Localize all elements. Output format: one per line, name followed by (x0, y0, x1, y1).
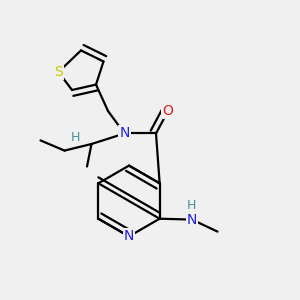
Text: N: N (124, 230, 134, 243)
Text: H: H (187, 199, 196, 212)
Text: H: H (70, 130, 80, 144)
Text: S: S (54, 65, 63, 79)
Text: N: N (187, 213, 197, 226)
Text: O: O (163, 104, 173, 118)
Text: N: N (119, 127, 130, 140)
